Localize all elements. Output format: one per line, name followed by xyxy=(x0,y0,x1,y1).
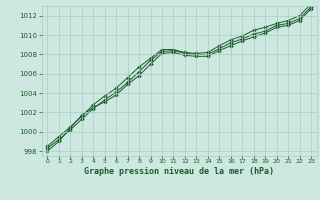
X-axis label: Graphe pression niveau de la mer (hPa): Graphe pression niveau de la mer (hPa) xyxy=(84,167,274,176)
